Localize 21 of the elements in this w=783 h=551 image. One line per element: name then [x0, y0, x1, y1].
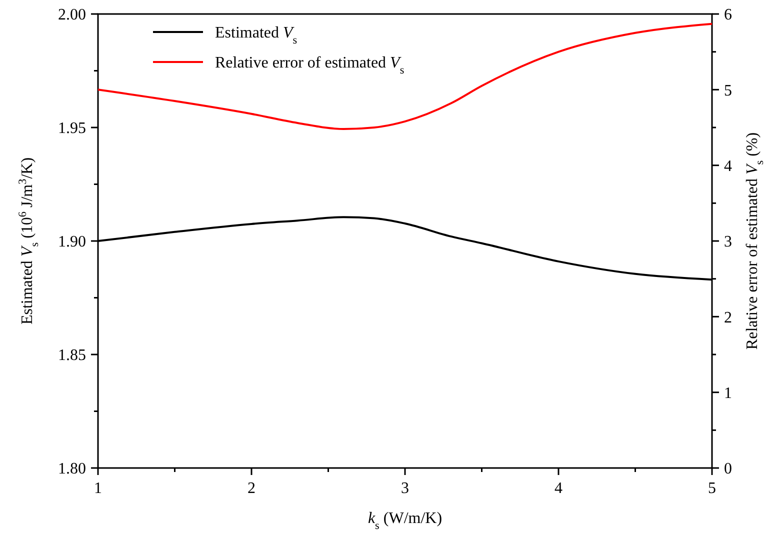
legend-label: Estimated V$_{s}$ [215, 24, 298, 47]
y-tick-label: 2.00 [58, 6, 86, 24]
y-tick-label: 1.95 [58, 120, 86, 138]
y2-tick-label: 6 [724, 6, 732, 24]
y2-tick-label: 5 [724, 82, 732, 100]
x-axis-title: k$_{s}$ (W/m/K) [368, 510, 442, 532]
x-tick-label: 1 [94, 480, 102, 497]
x-tick-label: 5 [708, 480, 716, 497]
x-tick-label: 4 [554, 480, 562, 497]
y-tick-label: 1.80 [58, 460, 86, 478]
line-series [97, 22, 713, 130]
y-tick-label: 1.85 [58, 347, 86, 364]
y-tick-label: 1.90 [58, 234, 86, 251]
x-tick-label: 2 [248, 480, 256, 497]
y2-tick-label: 4 [724, 158, 732, 175]
y2-tick-label: 0 [724, 460, 732, 478]
x-tick-label: 3 [401, 480, 409, 497]
y2-tick-label: 3 [724, 234, 732, 251]
y2-tick-label: 2 [724, 309, 732, 326]
legend-label: Relative error of estimated V$_{s}$ [215, 54, 404, 77]
y2-tick-label: 1 [724, 384, 732, 402]
